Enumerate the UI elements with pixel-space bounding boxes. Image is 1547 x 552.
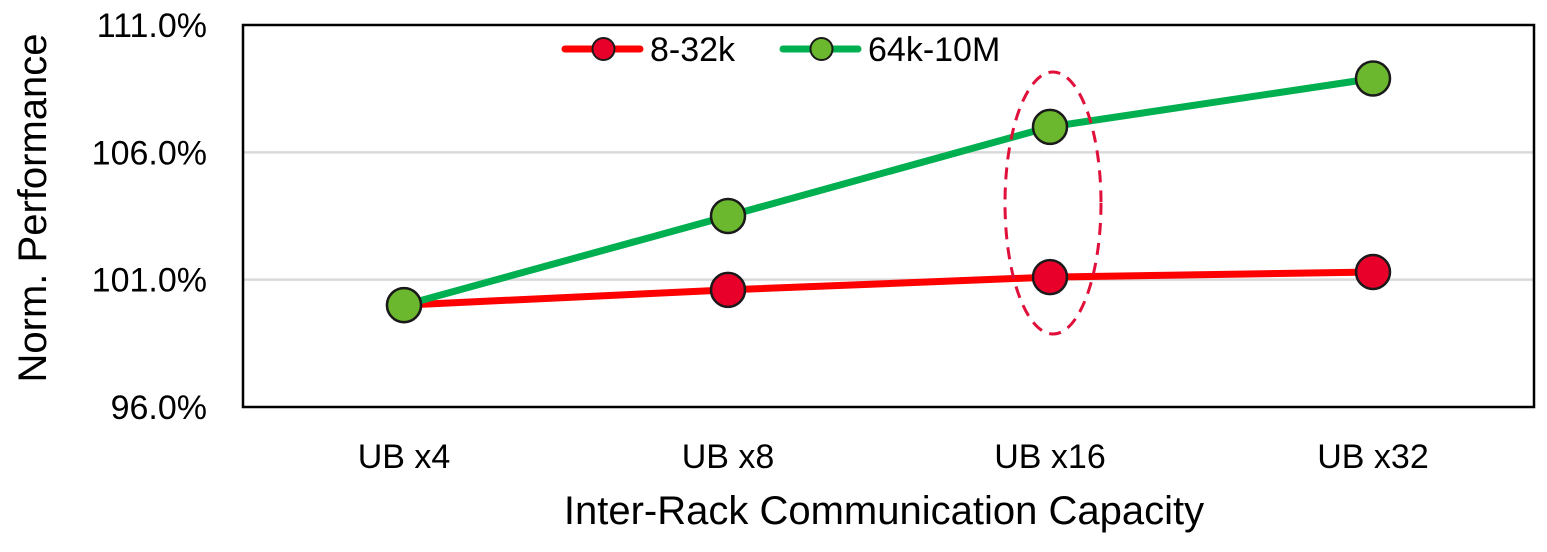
- x-axis-title: Inter-Rack Communication Capacity: [564, 489, 1204, 533]
- x-tick-label: UB x8: [682, 438, 775, 476]
- highlight-ellipse: [1003, 70, 1103, 336]
- data-point-64k-10M: [709, 197, 747, 235]
- legend-swatch-marker: [591, 37, 616, 61]
- y-tick-label: 101.0%: [92, 262, 207, 300]
- legend-label: 64k-10M: [868, 31, 1000, 69]
- data-point-64k-10M: [1354, 60, 1392, 97]
- gridlines: [243, 151, 1534, 281]
- legend-label: 8-32k: [650, 31, 736, 69]
- plot-area: [241, 23, 1536, 409]
- data-point-64k-10M: [1031, 108, 1069, 146]
- x-tick-label: UB x16: [994, 438, 1106, 476]
- x-tick-label: UB x4: [358, 438, 451, 476]
- legend: 8-32k 64k-10M: [561, 31, 1000, 69]
- data-point-8-32k: [1354, 253, 1392, 291]
- annotations: [1003, 70, 1103, 336]
- y-tick-label: 111.0%: [97, 7, 207, 45]
- series-line-8-32k: [400, 268, 1377, 309]
- data-point-8-32k: [709, 271, 747, 309]
- legend-swatch-marker: [809, 37, 834, 61]
- series-line-64k-10M: [400, 74, 1377, 309]
- y-axis-title: Norm. Performance: [11, 34, 55, 383]
- data-point-64k-10M: [385, 286, 423, 324]
- series-markers: [385, 60, 1392, 324]
- y-axis-ticks: 96.0% 101.0% 106.0% 111.0%: [92, 7, 207, 427]
- data-point-8-32k: [1031, 258, 1069, 296]
- x-axis-ticks: UB x4 UB x8 UB x16 UB x32: [358, 438, 1429, 476]
- y-tick-label: 106.0%: [92, 134, 207, 172]
- x-tick-label: UB x32: [1317, 438, 1429, 476]
- series-lines: [400, 74, 1377, 309]
- y-tick-label: 96.0%: [111, 389, 207, 427]
